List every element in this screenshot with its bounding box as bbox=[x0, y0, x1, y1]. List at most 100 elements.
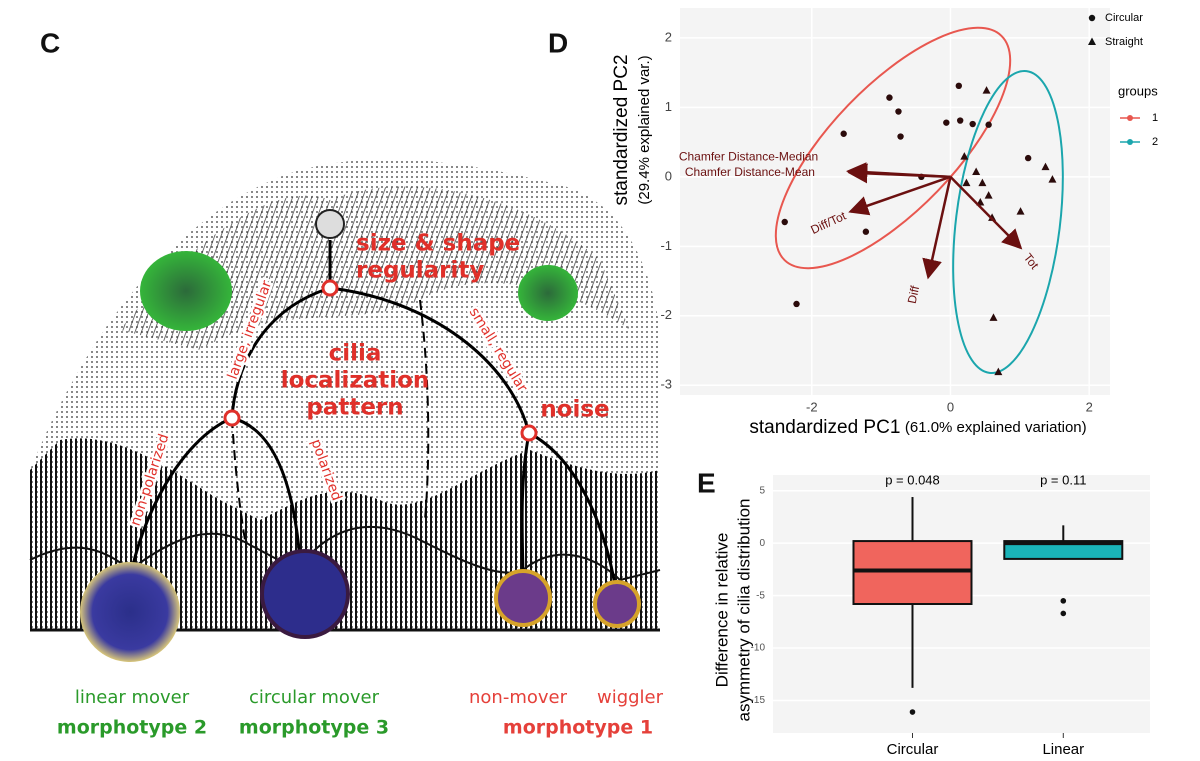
data-point bbox=[984, 191, 993, 199]
x-tick-label: 2 bbox=[1086, 399, 1093, 414]
outlier bbox=[1060, 610, 1067, 617]
panel-label: E bbox=[697, 467, 716, 498]
data-point bbox=[988, 213, 997, 221]
data-point bbox=[943, 119, 950, 126]
legend-symbol bbox=[1127, 139, 1133, 145]
plot-background bbox=[680, 8, 1110, 395]
outlier bbox=[1060, 598, 1067, 604]
y-tick-label: -1 bbox=[660, 238, 672, 253]
ridge bbox=[528, 431, 617, 586]
box bbox=[852, 540, 973, 606]
cell-image bbox=[260, 549, 350, 639]
legend-label: 2 bbox=[1152, 136, 1158, 148]
morphotype-label: morphotype 2 bbox=[57, 717, 207, 739]
legend-label: Circular bbox=[1105, 12, 1143, 24]
legend-title: groups bbox=[1118, 83, 1158, 98]
legend-symbol bbox=[1127, 115, 1133, 121]
y-tick-label: 2 bbox=[665, 29, 672, 44]
panel-label: D bbox=[548, 27, 568, 58]
landscape bbox=[29, 159, 661, 662]
y-tick-label: -15 bbox=[751, 695, 766, 706]
data-point bbox=[840, 130, 847, 137]
decision-node bbox=[223, 409, 241, 427]
loading-label: Chamfer Distance-Mean bbox=[685, 165, 815, 179]
morphotype-label: morphotype 3 bbox=[239, 717, 389, 739]
legend-label: Straight bbox=[1105, 36, 1143, 48]
data-point bbox=[862, 228, 870, 235]
x-axis-title: standardized PC1 (61.0% explained variat… bbox=[749, 417, 1086, 438]
ridge bbox=[231, 416, 302, 561]
data-point bbox=[1024, 154, 1032, 162]
data-point bbox=[989, 313, 998, 321]
annotation: p = 0.11 bbox=[1040, 472, 1086, 487]
box bbox=[1003, 540, 1124, 560]
annotation: p = 0.048 bbox=[885, 472, 940, 487]
ridge bbox=[230, 286, 331, 419]
valley-path bbox=[419, 299, 430, 521]
data-point bbox=[886, 94, 893, 101]
legend-symbol bbox=[1088, 37, 1096, 45]
legend-symbol bbox=[1088, 14, 1096, 22]
decision-node bbox=[321, 279, 339, 297]
node-label: noise bbox=[540, 397, 609, 423]
y-tick-label: 1 bbox=[665, 99, 672, 114]
behavior-label: wiggler bbox=[597, 687, 664, 708]
y-tick-label: -5 bbox=[756, 590, 765, 601]
loading-arrow bbox=[922, 176, 952, 280]
data-point bbox=[969, 120, 976, 128]
decision-node bbox=[520, 424, 538, 442]
loading-label: Diff bbox=[905, 284, 923, 305]
outlier bbox=[909, 709, 916, 715]
cell-image bbox=[140, 251, 232, 331]
data-point bbox=[962, 178, 971, 187]
ridge bbox=[128, 416, 233, 581]
y-axis-title: standardized PC2 bbox=[611, 54, 632, 205]
cell-image bbox=[494, 569, 552, 627]
data-point bbox=[985, 121, 992, 128]
y-tick-label: -2 bbox=[660, 307, 672, 322]
node-label: size & shape bbox=[356, 231, 520, 257]
data-point bbox=[955, 82, 963, 90]
data-point bbox=[982, 86, 991, 94]
data-point bbox=[1016, 207, 1025, 215]
loading-arrow bbox=[949, 175, 1023, 250]
data-point bbox=[978, 178, 987, 187]
group-ellipse bbox=[774, 26, 1012, 270]
ridge bbox=[329, 286, 531, 434]
cell-image bbox=[80, 562, 180, 662]
data-point bbox=[994, 367, 1003, 376]
data-point bbox=[972, 167, 981, 175]
y-axis-title: asymmetry of cilia distribution bbox=[734, 499, 753, 722]
behavior-label: non-mover bbox=[469, 687, 568, 708]
data-point bbox=[1048, 175, 1057, 183]
ridge bbox=[520, 432, 531, 573]
data-point bbox=[956, 117, 964, 124]
data-point bbox=[781, 218, 788, 226]
ball bbox=[315, 209, 345, 239]
data-point bbox=[897, 133, 904, 140]
y-tick-label: 0 bbox=[759, 538, 765, 549]
y-axis-title: (29.4% explained var.) bbox=[636, 55, 653, 204]
y-tick-label: -3 bbox=[660, 377, 672, 392]
morphotype-label: morphotype 1 bbox=[503, 717, 653, 739]
behavior-label: circular mover bbox=[249, 687, 380, 708]
panel-label: C bbox=[40, 27, 60, 58]
x-tick-label: Circular bbox=[887, 741, 939, 758]
legend-label: 1 bbox=[1152, 112, 1158, 124]
node-label: regularity bbox=[356, 258, 484, 284]
data-point bbox=[793, 300, 800, 308]
data-point bbox=[1041, 162, 1050, 171]
terrain-hatch bbox=[120, 186, 630, 350]
node-label: localization bbox=[281, 368, 430, 394]
data-point bbox=[895, 108, 902, 115]
x-tick-label: 0 bbox=[947, 399, 954, 414]
x-tick-label: -2 bbox=[806, 399, 818, 414]
cell-image bbox=[593, 580, 641, 628]
y-axis-title: Difference in relative bbox=[712, 533, 731, 688]
loading-arrow bbox=[848, 175, 951, 216]
y-tick-label: 5 bbox=[759, 485, 765, 496]
cell-image bbox=[518, 265, 578, 321]
y-tick-label: 0 bbox=[665, 168, 672, 183]
valley-path bbox=[231, 417, 246, 541]
